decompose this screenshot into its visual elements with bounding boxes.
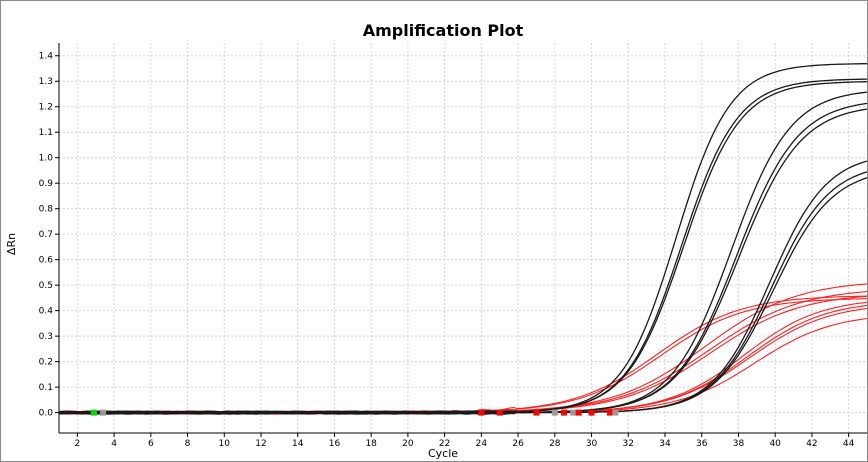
y-tick-label: 1.2 bbox=[39, 103, 53, 113]
x-tick-label: 32 bbox=[623, 439, 634, 449]
amplification-curve bbox=[58, 177, 867, 415]
threshold-cycle-marker bbox=[496, 409, 503, 416]
x-tick-label: 42 bbox=[806, 439, 817, 449]
x-tick-label: 30 bbox=[586, 439, 598, 449]
threshold-cycle-marker bbox=[533, 409, 540, 416]
x-tick-label: 16 bbox=[329, 439, 341, 449]
x-tick-label: 12 bbox=[255, 439, 266, 449]
chart-title: Amplification Plot bbox=[363, 21, 524, 40]
y-tick-label: 1.1 bbox=[39, 128, 53, 138]
amplification-curve bbox=[58, 171, 867, 415]
y-tick-label: 0.1 bbox=[39, 383, 53, 393]
plot-area bbox=[59, 43, 867, 433]
y-tick-label: 0.7 bbox=[39, 230, 53, 240]
y-tick-label: 0.4 bbox=[39, 307, 54, 317]
marker-layer bbox=[90, 409, 619, 416]
threshold-cycle-marker bbox=[478, 409, 485, 416]
x-tick-label: 38 bbox=[733, 439, 745, 449]
x-axis-label: Cycle bbox=[428, 447, 458, 460]
x-tick-label: 4 bbox=[111, 439, 117, 449]
y-tick-label: 0.0 bbox=[39, 409, 54, 419]
threshold-cycle-marker bbox=[570, 409, 577, 416]
y-tick-label: 0.6 bbox=[39, 256, 54, 266]
y-tick-label: 0.2 bbox=[39, 358, 53, 368]
y-tick-label: 0.8 bbox=[39, 205, 54, 215]
y-tick-label: 0.3 bbox=[39, 332, 53, 342]
y-tick-label: 0.9 bbox=[39, 179, 54, 189]
x-tick-label: 10 bbox=[219, 439, 231, 449]
x-tick-label: 44 bbox=[843, 439, 855, 449]
threshold-cycle-marker bbox=[561, 409, 567, 416]
y-tick-label: 1.3 bbox=[39, 77, 53, 87]
threshold-cycle-marker bbox=[90, 409, 97, 416]
x-tick-label: 36 bbox=[696, 439, 708, 449]
threshold-cycle-marker bbox=[575, 409, 582, 416]
axes: 2 4 6 8 10 12 14 16 18 20 22 24 26 28 30 32 34 36 38 40 42 44… bbox=[39, 43, 867, 449]
x-tick-label: 20 bbox=[402, 439, 414, 449]
x-tick-label: 34 bbox=[659, 439, 671, 449]
x-tick-label: 6 bbox=[148, 439, 154, 449]
x-tick-label: 2 bbox=[74, 439, 80, 449]
y-tick-label: 0.5 bbox=[39, 281, 53, 291]
x-tick-label: 8 bbox=[185, 439, 191, 449]
plot-background bbox=[59, 43, 867, 433]
x-tick-label: 40 bbox=[769, 439, 781, 449]
series-layer bbox=[58, 63, 867, 415]
x-tick-label: 24 bbox=[476, 439, 488, 449]
x-tick-label: 18 bbox=[365, 439, 377, 449]
threshold-cycle-marker bbox=[612, 409, 619, 416]
threshold-cycle-marker bbox=[588, 409, 595, 416]
y-tick-label: 1.4 bbox=[39, 52, 54, 62]
x-tick-label: 28 bbox=[549, 439, 561, 449]
threshold-cycle-marker bbox=[100, 409, 107, 416]
threshold-cycle-marker bbox=[606, 409, 613, 416]
x-tick-label: 26 bbox=[512, 439, 524, 449]
y-axis-label: ΔRn bbox=[5, 233, 18, 255]
x-tick-label: 22 bbox=[439, 439, 450, 449]
y-tick-label: 1.0 bbox=[39, 154, 54, 164]
threshold-cycle-marker bbox=[551, 409, 558, 416]
x-tick-label: 14 bbox=[292, 439, 304, 449]
